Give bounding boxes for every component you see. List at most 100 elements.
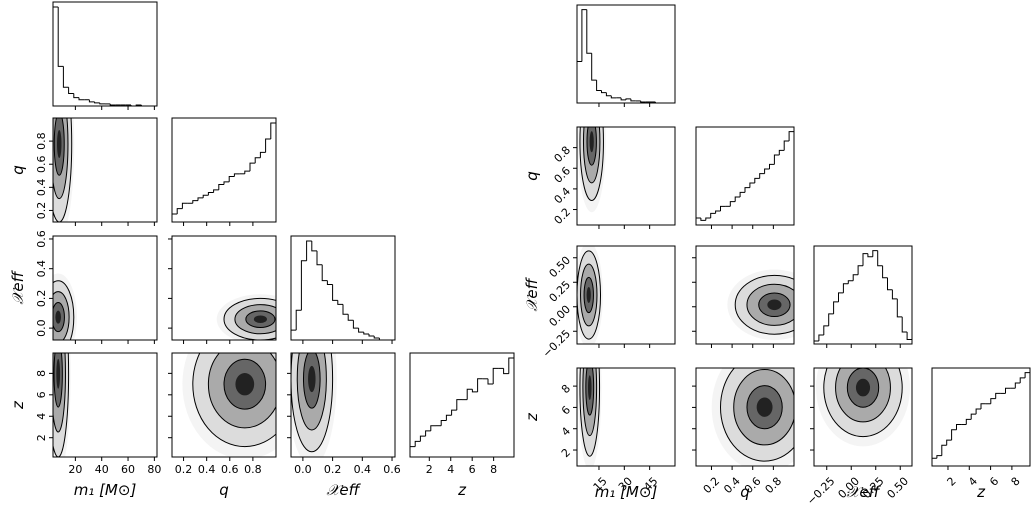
hist-bin [852,274,859,281]
hist-bin [207,192,214,196]
hist-bin [503,368,509,375]
x-tick-label: 0.8 [244,463,262,476]
hist-bin [838,292,844,302]
hist-bin [73,93,79,99]
hist-bin [342,304,349,315]
x-tick-label: 0.0 [294,463,312,476]
y-axis-label: q [9,165,27,175]
contour [586,287,591,303]
x-axis-label: 𝒳eff [847,483,882,501]
hist-bin [695,217,701,225]
density [216,294,276,340]
hist-bin [625,98,631,100]
panel-frame [576,4,676,104]
panel-frame [576,245,676,345]
hist-bin [749,182,755,188]
hist-bin [363,332,369,335]
y-tick-label: 0.4 [35,260,48,278]
hist-bin [270,122,277,222]
hist-bin [620,97,626,101]
y-axis-label: 𝒳eff [9,269,27,304]
hist-bin [828,313,834,326]
density [182,353,276,457]
hist-bin [94,101,100,104]
hist-bin [337,300,343,305]
x-tick-label: 0.6 [383,463,401,476]
hist-bin [192,200,198,204]
hist-bin [744,187,750,193]
hist-bin [466,388,473,400]
density [53,118,75,222]
y-tick-label: 2 [35,434,48,441]
panel-frame [171,117,277,223]
hist-bin [419,435,426,442]
x-tick-label: 0.4 [354,463,372,476]
hist-bin [171,213,178,222]
hist-bin [783,140,790,151]
contour [56,129,62,159]
panel-frame [171,235,277,341]
hist-bin [956,424,962,430]
x-tick-label: 0.8 [763,475,785,497]
hist-bin [705,217,711,221]
hist-bin [358,328,364,333]
panel [168,352,277,461]
x-axis-label: 𝒳eff [327,481,362,499]
hist-bin [306,240,312,261]
panel-frame [813,367,913,467]
y-tick-label: 0.8 [552,144,574,166]
hist-bin [857,265,863,275]
x-axis-label: m₁ [M⊙] [595,483,658,501]
x-tick-label: 6 [469,463,476,476]
hist-bin [1005,387,1011,394]
hist-bin [88,99,95,103]
contour [767,299,782,311]
x-tick-label: 8 [490,463,497,476]
y-tick-label: 0.2 [552,205,574,227]
panel-frame [695,367,795,467]
hist-bin [941,444,947,456]
hist-bin [975,408,981,415]
hist-bin [223,181,230,185]
hist-bin [818,334,824,341]
x-axis-label: z [976,483,986,501]
panel [695,126,795,229]
panel [49,352,158,461]
density [711,368,794,466]
hist-bin [872,250,878,257]
x-tick-label: 2 [426,463,433,476]
hist-bin [290,329,297,340]
density [577,246,603,344]
hist-bin [576,61,582,103]
panel [931,367,1031,470]
hist-bin [729,201,736,207]
panel-frame [52,1,158,107]
x-tick-label: 0.4 [198,463,216,476]
panel-frame [813,245,913,345]
y-tick-label: −0.25 [540,327,573,360]
hist-bin [451,409,457,416]
hist-bin [409,446,416,457]
panel [573,245,676,348]
hist-bin [980,403,986,409]
y-tick-label: 0.8 [35,132,48,150]
hist-bin [823,325,829,335]
x-tick-label: 80 [147,463,161,476]
hist-bin [316,250,323,266]
contour [56,358,61,389]
panel [692,245,795,348]
panel-frame [695,245,795,345]
x-tick-label: −0.25 [804,475,837,508]
hist-bin [430,425,436,431]
hist-bin [57,6,64,67]
panel-frame [576,126,676,226]
hist-bin [311,240,317,252]
hist-bin [1014,382,1021,389]
density [577,368,602,466]
contour [589,131,594,153]
panel [49,117,158,226]
hist-bin [202,194,209,198]
hist-bin [754,177,760,183]
contour [308,365,316,393]
